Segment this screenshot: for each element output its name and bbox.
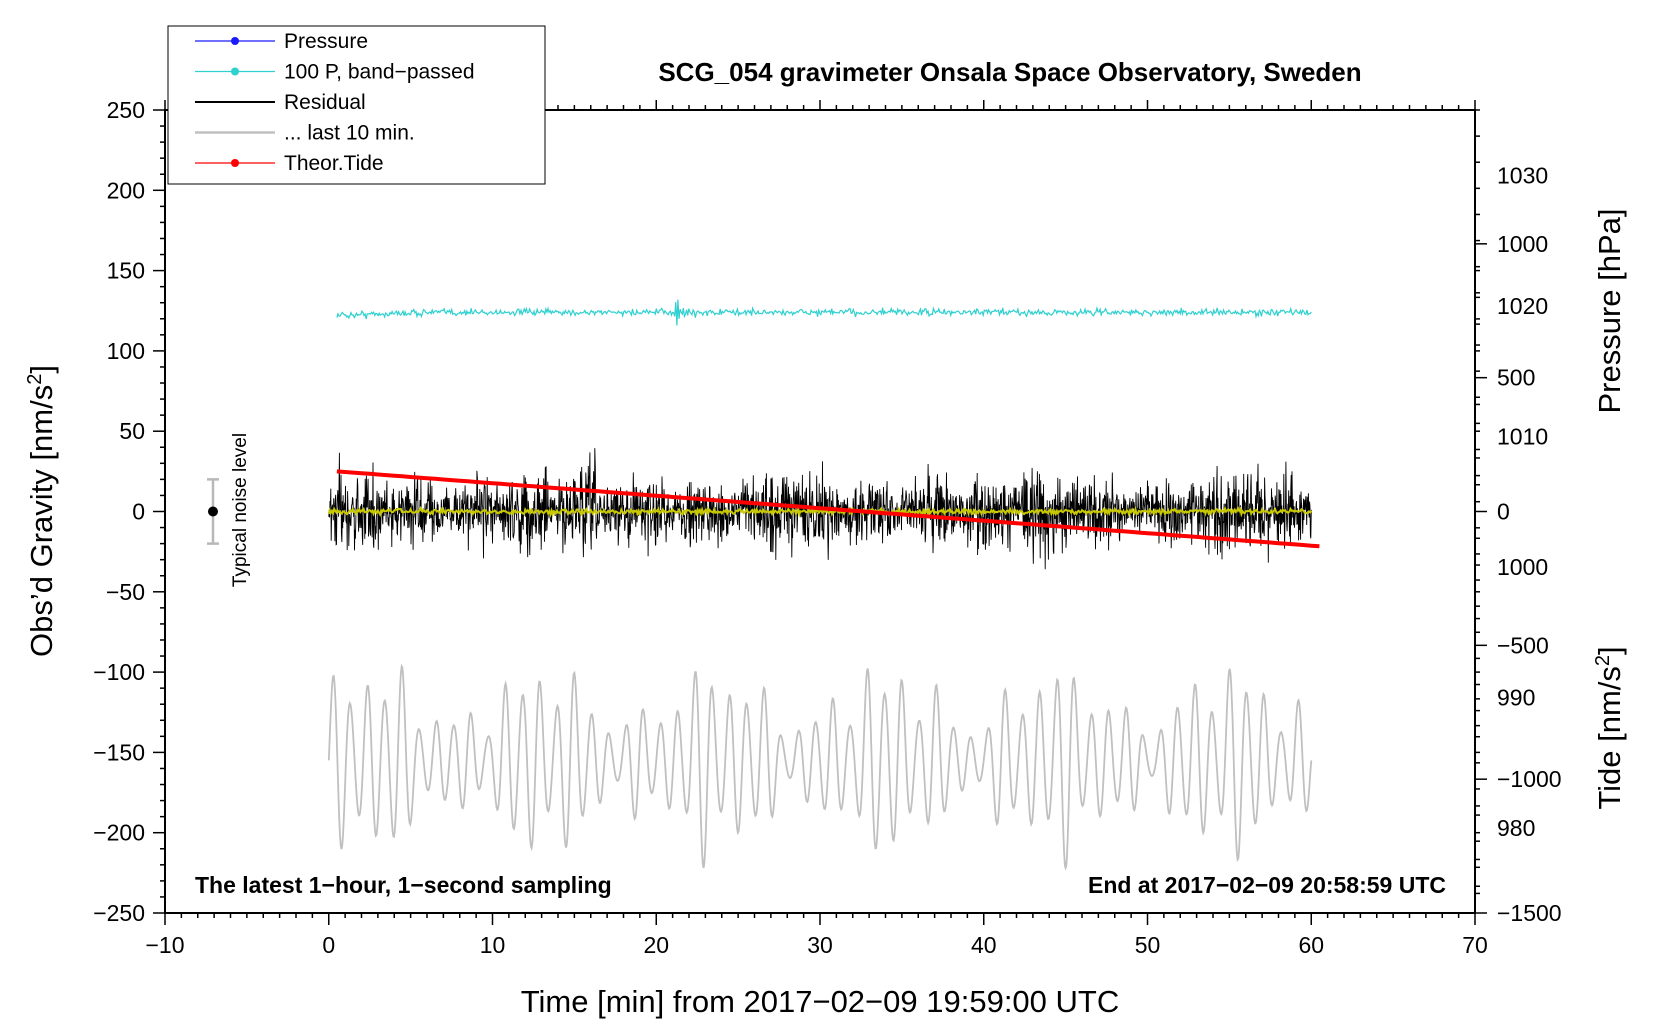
tide-tick-label: −1000 [1497, 766, 1562, 792]
y-tick-label: 200 [107, 177, 145, 203]
y-tick-label: 50 [119, 418, 145, 444]
tide-tick-label: 500 [1497, 365, 1535, 391]
x-tick-label: 70 [1462, 932, 1488, 958]
y-axis-title-left-end: ] [24, 365, 59, 374]
noise-level-marker [208, 506, 218, 517]
tick-label-layer: −10 0 10 20 30 40 50 60 70250200150100500−50−100… [93, 97, 1561, 958]
y-axis-title-tide-sup: 2 [1592, 655, 1614, 666]
y-axis-title-left-sup: 2 [24, 374, 46, 385]
legend-label: ... last 10 min. [284, 122, 415, 145]
note-end-time: End at 2017−02−09 20:58:59 UTC [1088, 872, 1446, 898]
y-tick-label: −100 [93, 659, 145, 685]
plot-frame [164, 109, 1476, 914]
residual-smoothed-line [327, 505, 1313, 519]
y-axis-title-left: Obs’d Gravity [nm/s2] [24, 365, 59, 657]
y-tick-label: −150 [93, 739, 145, 765]
legend: Pressure 100 P, band−passed Residual ... la… [167, 25, 546, 185]
legend-label: Pressure [284, 30, 368, 53]
theoretical-tide-line [336, 469, 1320, 549]
y-tick-label: −200 [93, 820, 145, 846]
legend-swatch-marker [231, 159, 239, 167]
tide-tick-label: −1500 [1497, 900, 1562, 926]
noise-level-label: Typical noise level [230, 433, 251, 587]
tide-tick-label: 1000 [1497, 231, 1548, 257]
y-axis-title-tide-end: ] [1592, 646, 1627, 655]
y-axis-title-tide: Tide [nm/s2] [1592, 646, 1627, 809]
residual-line [328, 448, 1312, 570]
pressure-tick-label: 1010 [1497, 423, 1548, 449]
y-axis-title-tide-main: Tide [nm/s [1592, 666, 1627, 810]
y-tick-label: 150 [107, 258, 145, 284]
last-10-min-line [327, 663, 1313, 871]
legend-swatch-marker [231, 67, 239, 76]
pressure-tick-label: 1020 [1497, 293, 1548, 319]
chart-title: SCG_054 gravimeter Onsala Space Observat… [658, 57, 1361, 87]
y-tick-label: −250 [93, 900, 145, 926]
tide-tick-label: 0 [1497, 499, 1510, 525]
noise-level-indicator: Typical noise level [207, 433, 251, 587]
pressure-bandpassed-line [336, 299, 1312, 326]
x-tick-label: 30 [807, 932, 833, 958]
x-axis-title: Time [min] from 2017−02−09 19:59:00 UTC [521, 984, 1120, 1019]
legend-label: Theor.Tide [284, 152, 384, 175]
pressure-tick-label: 980 [1497, 815, 1535, 841]
legend-label: Residual [284, 91, 366, 114]
note-sampling: The latest 1−hour, 1−second sampling [195, 872, 612, 898]
x-tick-label: 0 [322, 932, 335, 958]
y-tick-label: 100 [107, 338, 145, 364]
legend-swatch-marker [231, 37, 239, 45]
x-tick-label: 60 [1298, 932, 1324, 958]
x-tick-label: 50 [1135, 932, 1161, 958]
pressure-tick-label: 1030 [1497, 162, 1548, 188]
y-axis-title-left-main: Obs’d Gravity [nm/s [24, 385, 59, 657]
x-tick-label: 20 [643, 932, 669, 958]
series-layer [327, 299, 1320, 871]
legend-box [167, 25, 546, 185]
x-tick-label: −10 [145, 932, 184, 958]
legend-label: 100 P, band−passed [284, 61, 475, 84]
tide-tick-label: −500 [1497, 632, 1549, 658]
x-tick-label: 10 [480, 932, 506, 958]
y-axis-title-pressure: Pressure [hPa] [1592, 208, 1627, 413]
pressure-tick-label: 1000 [1497, 554, 1548, 580]
y-tick-label: −50 [106, 579, 145, 605]
x-tick-label: 40 [971, 932, 997, 958]
y-tick-label: 250 [107, 97, 145, 123]
y-tick-label: 0 [132, 499, 145, 525]
pressure-tick-label: 990 [1497, 685, 1535, 711]
